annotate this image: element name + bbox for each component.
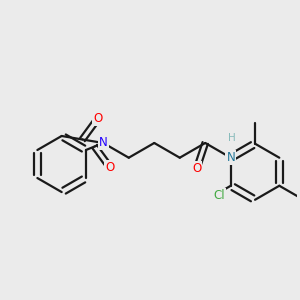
- Text: N: N: [99, 136, 108, 149]
- Text: O: O: [192, 162, 202, 175]
- Text: Cl: Cl: [213, 189, 225, 202]
- Text: H: H: [228, 133, 236, 143]
- Text: O: O: [105, 161, 115, 174]
- Text: N: N: [226, 151, 235, 164]
- Text: O: O: [93, 112, 103, 125]
